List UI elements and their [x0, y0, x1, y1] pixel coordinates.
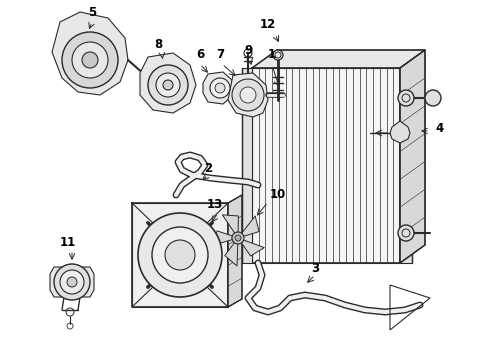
Polygon shape	[225, 243, 238, 266]
Circle shape	[240, 87, 256, 103]
Polygon shape	[400, 50, 425, 263]
Polygon shape	[228, 195, 242, 307]
Polygon shape	[222, 215, 238, 233]
Text: 4: 4	[436, 122, 444, 135]
Text: 8: 8	[154, 39, 162, 51]
Polygon shape	[242, 240, 264, 256]
Text: 3: 3	[311, 261, 319, 274]
Circle shape	[215, 83, 225, 93]
Polygon shape	[50, 267, 94, 297]
Circle shape	[232, 79, 264, 111]
Text: 1: 1	[268, 49, 276, 62]
Polygon shape	[252, 68, 400, 263]
Circle shape	[138, 213, 222, 297]
Text: 10: 10	[270, 189, 286, 202]
Polygon shape	[132, 203, 228, 307]
Polygon shape	[252, 50, 425, 68]
Polygon shape	[203, 72, 232, 104]
Circle shape	[232, 232, 244, 244]
Circle shape	[210, 78, 230, 98]
Text: 6: 6	[196, 49, 204, 62]
Polygon shape	[52, 12, 128, 95]
Circle shape	[398, 225, 414, 241]
Circle shape	[148, 65, 188, 105]
Polygon shape	[390, 121, 410, 143]
Text: 2: 2	[204, 162, 212, 175]
Circle shape	[67, 277, 77, 287]
Text: 9: 9	[244, 44, 252, 57]
Circle shape	[273, 50, 283, 60]
Circle shape	[60, 270, 84, 294]
Circle shape	[163, 80, 173, 90]
Text: 11: 11	[60, 235, 76, 248]
Circle shape	[62, 32, 118, 88]
Polygon shape	[242, 68, 252, 263]
Circle shape	[398, 90, 414, 106]
Text: 5: 5	[88, 5, 96, 18]
Circle shape	[82, 52, 98, 68]
Circle shape	[165, 240, 195, 270]
Polygon shape	[228, 73, 268, 117]
Circle shape	[425, 90, 441, 106]
Text: 7: 7	[216, 49, 224, 62]
Circle shape	[156, 73, 180, 97]
Circle shape	[72, 42, 108, 78]
Text: 12: 12	[260, 18, 276, 31]
Polygon shape	[140, 53, 196, 113]
Polygon shape	[242, 216, 259, 236]
Polygon shape	[400, 68, 412, 263]
Text: 13: 13	[207, 198, 223, 211]
Circle shape	[235, 235, 241, 241]
Circle shape	[54, 264, 90, 300]
Circle shape	[152, 227, 208, 283]
Polygon shape	[211, 231, 232, 246]
